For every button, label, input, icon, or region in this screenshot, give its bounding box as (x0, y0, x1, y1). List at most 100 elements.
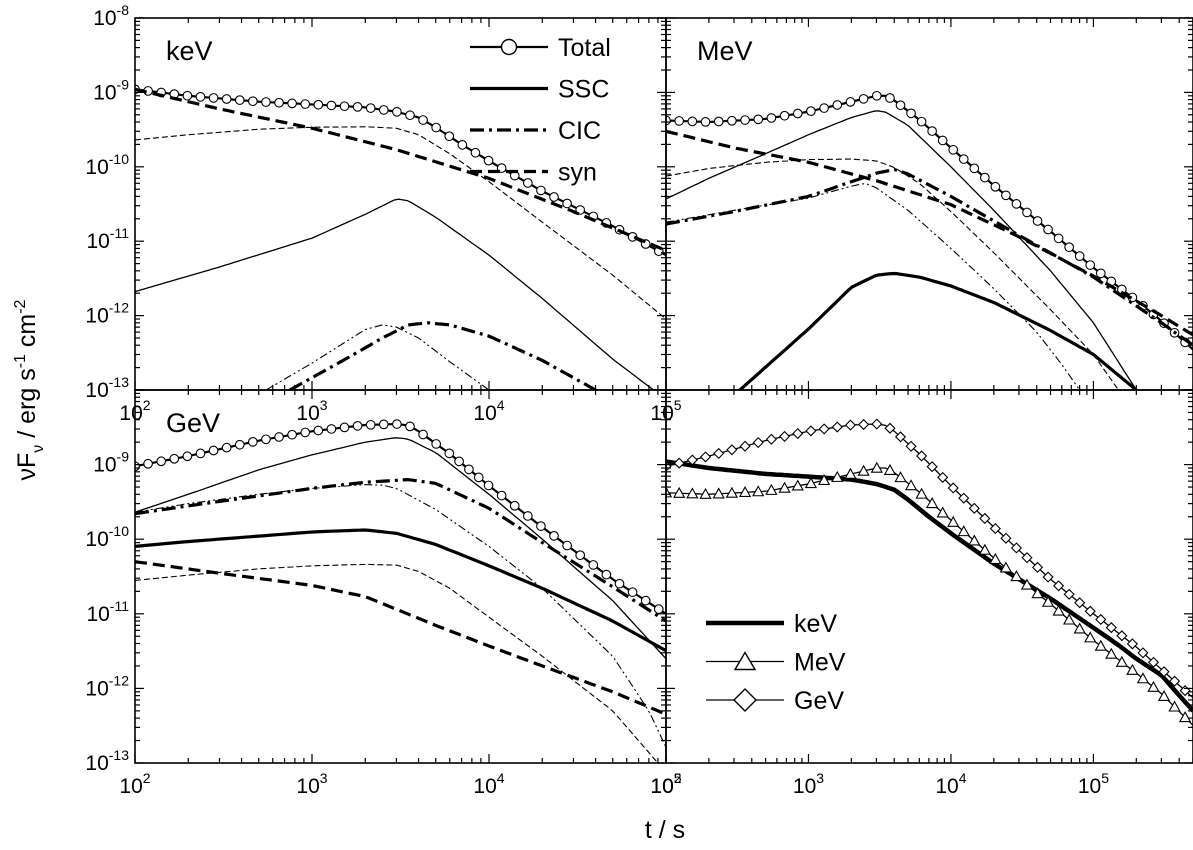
marker-compare-gev-36 (1084, 605, 1096, 617)
marker-compare-gev-38 (1105, 622, 1117, 634)
marker-MeV-total-21 (927, 126, 937, 136)
marker-MeV-total-28 (1001, 190, 1011, 201)
x-tick-label-compare-3: 105 (1078, 770, 1109, 798)
x-axis-label: t / s (645, 816, 685, 844)
marker-MeV-total-20 (916, 116, 927, 127)
y-tick-label-keV-5: 10-8 (93, 2, 129, 30)
marker-GeV-total-6 (208, 445, 219, 456)
marker-compare-mev-28 (999, 561, 1013, 573)
series-GeV-ssc-thick- (135, 528, 666, 653)
marker-compare-gev-27 (989, 523, 1001, 535)
panel-MeV-border (665, 17, 1193, 391)
marker-keV-total-7 (221, 94, 232, 104)
marker-MeV-total-13 (832, 100, 843, 110)
marker-MeV-total-16 (871, 90, 882, 101)
marker-GeV-total-5 (195, 448, 206, 459)
series-GeV-cic-thin- (135, 484, 666, 749)
series-keV-syn-thick- (135, 87, 666, 253)
marker-GeV-total-23 (431, 439, 442, 449)
legend-keV-total-marker (500, 38, 518, 56)
series-MeV-ssc-thin- (666, 110, 1137, 390)
marker-keV-total-32 (549, 192, 559, 202)
marker-MeV-total-26 (979, 172, 990, 183)
marker-GeV-total-43 (681, 621, 690, 630)
marker-keV-total-9 (247, 96, 258, 107)
marker-keV-total-12 (287, 98, 297, 109)
x-tick-label-keV-2: 104 (473, 397, 504, 425)
marker-compare-gev-7 (752, 437, 764, 449)
marker-compare-gev-1 (673, 457, 685, 469)
marker-GeV-total-25 (454, 456, 464, 467)
marker-compare-mev-25 (968, 534, 981, 546)
x-tick-label-keV-1: 103 (296, 397, 327, 425)
marker-compare-gev-33 (1053, 580, 1065, 592)
marker-compare-mev-39 (1115, 655, 1128, 667)
marker-compare-mev-4 (712, 487, 725, 499)
marker-GeV-total-52 (785, 698, 794, 707)
marker-compare-gev-32 (1042, 571, 1054, 583)
marker-GeV-total-12 (287, 429, 297, 440)
legend-compare-mev-marker (733, 651, 757, 671)
marker-compare-gev-12 (818, 423, 830, 435)
marker-MeV-total-37 (1095, 268, 1106, 279)
legend-label-ssc: SSC (558, 76, 609, 104)
marker-GeV-total-28 (483, 480, 494, 491)
marker-compare-gev-25 (968, 502, 980, 514)
marker-compare-mev-9 (778, 481, 791, 493)
marker-compare-mev-11 (804, 477, 818, 489)
marker-GeV-total-51 (776, 690, 785, 699)
marker-keV-total-11 (274, 97, 284, 108)
marker-GeV-total-21 (405, 421, 415, 432)
frames-layer (134, 17, 1193, 764)
marker-compare-mev-2 (686, 487, 699, 499)
legend-keV: Total SSC CIC syn (470, 34, 611, 187)
panel-compare-frame (665, 389, 1193, 764)
marker-compare-gev-21 (926, 461, 938, 473)
marker-GeV-total-34 (562, 540, 572, 551)
marker-keV-total-45 (720, 284, 729, 293)
marker-compare-gev-34 (1063, 588, 1075, 600)
marker-keV-total-4 (182, 90, 193, 101)
legend-label-gev: GeV (794, 687, 844, 715)
marker-keV-total-25 (457, 140, 468, 150)
series-MeV-syn-thin- (666, 158, 1119, 390)
marker-MeV-total-3 (700, 117, 711, 127)
series-GeV-syn-thin- (135, 563, 659, 763)
x-tick-label-GeV-1: 103 (296, 770, 327, 798)
marker-GeV-total-31 (522, 511, 533, 521)
x-tick-label-GeV-0: 102 (119, 770, 150, 798)
marker-MeV-total-25 (969, 163, 980, 174)
y-tick-label-keV-0: 10-13 (85, 374, 129, 402)
y-tick-label-keV-4: 10-9 (93, 76, 129, 104)
marker-GeV-total-50 (766, 682, 775, 691)
marker-compare-mev-24 (957, 525, 970, 537)
marker-keV-total-18 (365, 103, 376, 113)
marker-keV-total-31 (536, 185, 546, 196)
marker-keV-total-30 (522, 178, 533, 188)
marker-compare-mev-1 (673, 486, 686, 498)
marker-compare-gev-2 (686, 454, 698, 466)
marker-keV-total-33 (562, 198, 572, 209)
marker-compare-mev-43 (1157, 689, 1171, 702)
marker-GeV-total-19 (378, 419, 389, 430)
marker-MeV-total-5 (727, 115, 737, 126)
panel-keV-frame (134, 17, 667, 391)
marker-keV-total-15 (326, 100, 337, 111)
marker-MeV-total-4 (713, 116, 724, 127)
marker-compare-gev-5 (726, 444, 738, 456)
marker-GeV-total-46 (720, 646, 729, 655)
marker-compare-mev-36 (1084, 631, 1097, 643)
marker-MeV-total-31 (1032, 216, 1043, 226)
marker-MeV-total-14 (845, 97, 856, 107)
x-tick-label-compare-0: 102 (650, 770, 681, 798)
marker-MeV-total-12 (819, 103, 829, 113)
marker-compare-mev-20 (915, 487, 928, 499)
marker-keV-total-44 (707, 277, 716, 286)
marker-compare-gev-6 (739, 440, 751, 452)
marker-MeV-total-32 (1043, 224, 1053, 235)
panel-MeV-frame (665, 17, 1193, 391)
marker-compare-mev-10 (791, 479, 804, 491)
x-tick-label-keV-0: 102 (119, 397, 150, 425)
y-tick-label-GeV-4: 10-9 (93, 449, 129, 477)
marker-GeV-total-8 (234, 439, 245, 450)
